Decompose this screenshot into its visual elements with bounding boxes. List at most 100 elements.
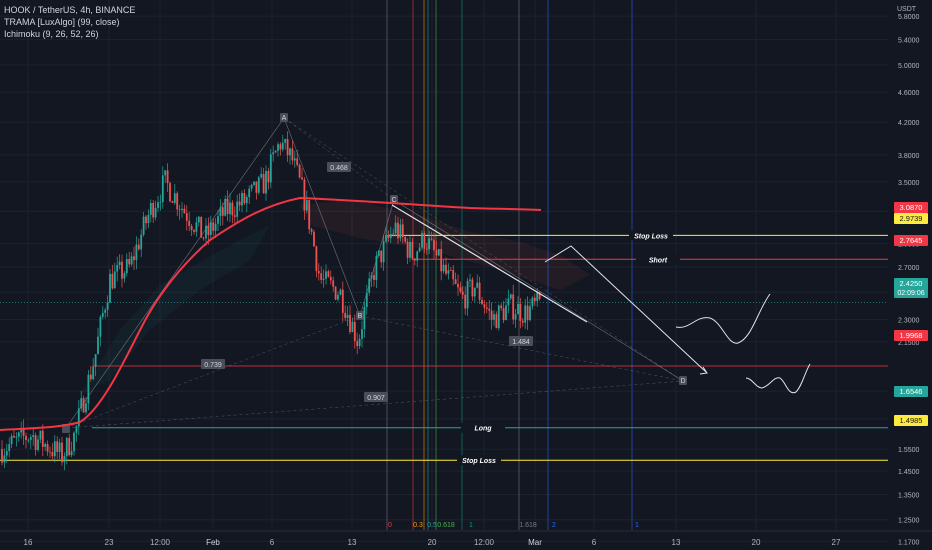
- symbol-title[interactable]: HOOK / TetherUS, 4h, BINANCE: [4, 5, 136, 15]
- candle: [514, 314, 517, 320]
- x-tick-label: Mar: [528, 538, 542, 547]
- candle: [394, 222, 397, 234]
- candle: [260, 173, 263, 178]
- candle: [231, 202, 234, 216]
- candle: [454, 279, 457, 284]
- x-tick-label: 27: [832, 538, 841, 547]
- candle: [229, 202, 231, 215]
- candle: [70, 451, 73, 456]
- candle: [361, 329, 363, 339]
- candle: [317, 271, 320, 274]
- candle: [219, 207, 222, 217]
- candle: [17, 432, 20, 437]
- price-tag-value: 2.4250: [900, 279, 923, 288]
- pattern-point-bg: [356, 311, 364, 320]
- level-label-bg: [457, 455, 501, 466]
- candle: [49, 451, 51, 453]
- candle: [243, 193, 246, 204]
- candle: [245, 197, 248, 204]
- candle: [25, 435, 27, 441]
- candle: [267, 171, 270, 183]
- candle: [257, 177, 260, 193]
- y-tick-label: 2.3000: [898, 318, 920, 325]
- candle: [166, 170, 169, 183]
- candle: [284, 139, 287, 143]
- y-tick-label: 1.4500: [898, 469, 920, 476]
- candle: [63, 456, 66, 463]
- candle: [22, 428, 25, 436]
- price-tag-timer: 02:09:06: [897, 290, 924, 297]
- candle: [471, 279, 474, 297]
- candle: [531, 297, 534, 307]
- candle: [106, 302, 109, 310]
- candle: [363, 306, 366, 330]
- candle: [493, 314, 495, 320]
- candle: [464, 294, 467, 309]
- candle: [217, 216, 219, 224]
- y-tick-label: 5.8000: [898, 14, 920, 21]
- candle: [53, 441, 56, 457]
- level-label-bg: [636, 254, 680, 265]
- level-label-bg: [461, 422, 505, 433]
- pattern-ratio-bg: [201, 359, 225, 369]
- x-tick-label: 20: [752, 538, 761, 547]
- candle: [447, 270, 450, 274]
- candle: [157, 202, 159, 208]
- candle: [445, 264, 447, 274]
- pattern-ratio-label: 0.468: [330, 165, 348, 172]
- y-tick-label: 1.3500: [898, 492, 920, 499]
- price-tag-value: 2.7645: [900, 236, 923, 245]
- projection-curve: [745, 363, 811, 394]
- candle: [152, 202, 155, 218]
- y-tick-label: 2.1500: [898, 340, 920, 347]
- indicator-ichimoku-label[interactable]: Ichimoku (9, 26, 52, 26): [4, 29, 99, 39]
- indicator-trama-label[interactable]: TRAMA [LuxAlgo] (99, close): [4, 17, 120, 27]
- candle: [61, 442, 63, 463]
- candle: [121, 261, 123, 279]
- candle: [58, 442, 61, 452]
- candle: [75, 426, 78, 433]
- candle: [87, 374, 90, 404]
- candle: [188, 220, 191, 226]
- candle: [526, 305, 529, 321]
- candle: [457, 283, 459, 288]
- candle: [145, 216, 147, 224]
- candle: [401, 224, 404, 238]
- price-tag-value: 2.9739: [900, 214, 923, 223]
- y-tick-label: 2.7000: [898, 265, 920, 272]
- pattern-point-label: B: [358, 313, 363, 320]
- candle: [214, 223, 217, 231]
- candle: [178, 209, 181, 211]
- projection-path: [544, 245, 707, 373]
- candle: [274, 150, 277, 153]
- candle: [118, 261, 121, 266]
- fib-time-label: 1: [635, 522, 639, 529]
- candle: [416, 251, 419, 261]
- candle: [159, 201, 162, 203]
- price-tag: [894, 202, 928, 213]
- candle: [320, 273, 323, 280]
- pattern-ratio-label: 1.484: [512, 339, 530, 346]
- candle: [517, 303, 519, 315]
- candle: [524, 305, 527, 323]
- candle: [358, 338, 361, 347]
- projection-arrow: [699, 366, 708, 375]
- y-tick-label: 1.1700: [898, 539, 920, 546]
- price-axis: [890, 0, 932, 550]
- price-tag: [894, 330, 928, 341]
- candle: [85, 403, 87, 413]
- pattern-ratio-bg: [364, 392, 388, 402]
- candle: [459, 287, 462, 292]
- y-tick-label: 5.0000: [898, 63, 920, 70]
- candle: [341, 289, 344, 313]
- candle: [212, 222, 215, 231]
- pattern-ratio-bg: [327, 162, 351, 172]
- candle: [113, 271, 116, 289]
- candle: [109, 273, 111, 303]
- candle: [397, 222, 399, 239]
- price-tag-value: 1.4985: [900, 416, 923, 425]
- candle: [226, 198, 229, 215]
- candle: [29, 437, 32, 440]
- candle: [322, 278, 325, 280]
